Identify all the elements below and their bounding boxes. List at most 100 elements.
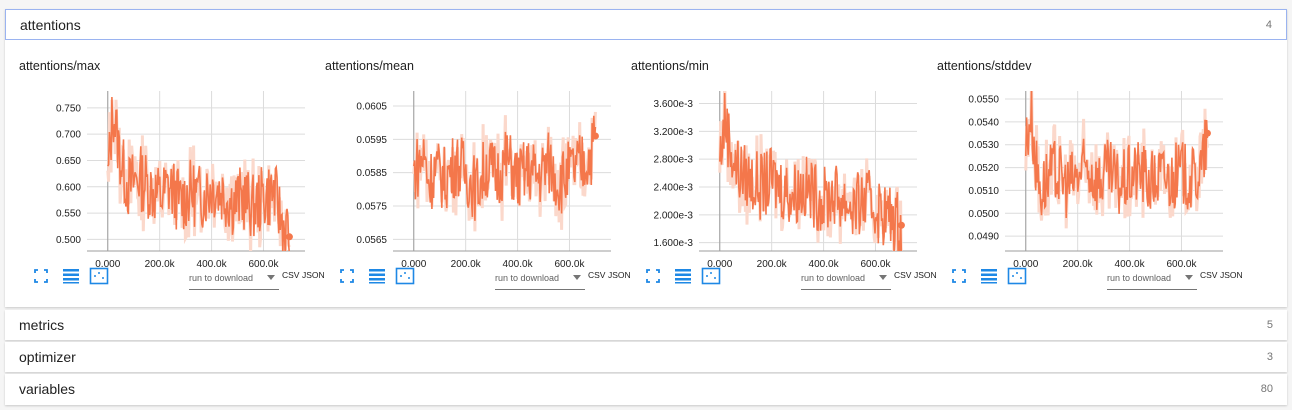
chart-card-max: attentions/max 0.000 200.0k 400.0k 600.0k 0.… <box>19 49 325 309</box>
x-tick-label: 600.0k <box>248 259 279 267</box>
csv-download-link[interactable]: CSV <box>1200 270 1218 280</box>
run-select-value: run to download <box>495 273 560 283</box>
x-tick-label: 0.000 <box>95 259 120 267</box>
series-end-point <box>897 221 905 229</box>
x-tick-label: 400.0k <box>503 259 534 267</box>
series-line <box>107 96 290 251</box>
run-to-download-select[interactable]: run to download <box>801 273 891 290</box>
chart-toolbar: run to download CSV JSON <box>337 267 637 297</box>
x-tick-label: 200.0k <box>451 259 482 267</box>
section-header-metrics[interactable]: metrics 5 <box>5 310 1287 340</box>
run-select-value: run to download <box>801 273 866 283</box>
section-title: variables <box>19 381 76 397</box>
chart-title: attentions/max <box>19 59 101 73</box>
lines-icon[interactable] <box>673 267 693 285</box>
chart-title: attentions/stddev <box>937 59 1032 73</box>
x-tick-label: 200.0k <box>145 259 176 267</box>
y-tick-label: 0.0550 <box>968 95 999 106</box>
y-tick-label: 0.750 <box>56 103 81 114</box>
fullscreen-icon[interactable] <box>337 267 357 285</box>
chart-card-min: attentions/min 0.000 200.0k 400.0k 600.0k 3.… <box>631 49 937 309</box>
chart-title: attentions/mean <box>325 59 414 73</box>
y-tick-label: 2.400e-3 <box>654 183 694 194</box>
chart-toolbar: run to download CSV JSON <box>31 267 331 297</box>
x-tick-label: 600.0k <box>860 259 891 267</box>
y-tick-label: 0.600 <box>56 182 81 193</box>
section-variables: variables 80 <box>5 374 1287 405</box>
json-download-link[interactable]: JSON <box>1220 270 1243 280</box>
y-tick-label: 0.0585 <box>356 168 387 179</box>
fullscreen-icon[interactable] <box>643 267 663 285</box>
x-tick-label: 0.000 <box>401 259 426 267</box>
series-end-point <box>591 132 599 140</box>
chevron-down-icon <box>267 275 275 280</box>
chevron-down-icon <box>573 275 581 280</box>
run-to-download-select[interactable]: run to download <box>189 273 279 290</box>
chart-svg[interactable]: 0.000 200.0k 400.0k 600.0k 0.0550 0.0540 0.053… <box>937 77 1237 267</box>
section-header-variables[interactable]: variables 80 <box>5 374 1287 404</box>
y-tick-label: 2.000e-3 <box>654 210 694 221</box>
x-tick-label: 400.0k <box>197 259 228 267</box>
chevron-down-icon <box>879 275 887 280</box>
section-title: metrics <box>19 317 65 333</box>
section-title: optimizer <box>19 349 76 365</box>
chart-svg[interactable]: 0.000 200.0k 400.0k 600.0k 0.750 0.700 0.650 0.… <box>19 77 319 267</box>
fullscreen-icon[interactable] <box>949 267 969 285</box>
series-end-point <box>1203 129 1211 137</box>
fit-domain-icon[interactable] <box>89 267 109 285</box>
y-tick-label: 0.0540 <box>968 117 999 128</box>
run-to-download-select[interactable]: run to download <box>1107 273 1197 290</box>
x-tick-label: 400.0k <box>1115 259 1146 267</box>
series-line <box>413 115 597 221</box>
y-tick-label: 0.500 <box>56 235 81 246</box>
chart-card-stddev: attentions/stddev 0.000 200.0k 400.0k 600.0… <box>937 49 1243 309</box>
chart-card-mean: attentions/mean 0.000 200.0k 400.0k 600.0k 0… <box>325 49 631 309</box>
section-attentions: attentions 4 attentions/max 0.000 200.0k 4… <box>5 9 1287 307</box>
fullscreen-icon[interactable] <box>31 267 51 285</box>
chart-svg[interactable]: 0.000 200.0k 400.0k 600.0k 0.0605 0.0595 0.058… <box>325 77 625 267</box>
lines-icon[interactable] <box>979 267 999 285</box>
y-tick-label: 0.550 <box>56 209 81 220</box>
x-tick-label: 600.0k <box>1166 259 1197 267</box>
section-header-attentions[interactable]: attentions 4 <box>5 9 1287 40</box>
run-to-download-select[interactable]: run to download <box>495 273 585 290</box>
x-tick-label: 0.000 <box>707 259 732 267</box>
series-line <box>719 92 903 251</box>
series-line <box>1025 91 1209 219</box>
section-count: 80 <box>1260 383 1273 395</box>
chart-title: attentions/min <box>631 59 709 73</box>
section-count: 3 <box>1266 351 1273 363</box>
y-tick-label: 0.700 <box>56 130 81 141</box>
section-optimizer: optimizer 3 <box>5 342 1287 372</box>
y-tick-label: 0.650 <box>56 156 81 167</box>
fit-domain-icon[interactable] <box>395 267 415 285</box>
section-count: 5 <box>1266 319 1273 331</box>
chart-svg[interactable]: 0.000 200.0k 400.0k 600.0k 3.600e-3 3.200e-3 2… <box>631 77 931 267</box>
x-tick-label: 200.0k <box>757 259 788 267</box>
fit-domain-icon[interactable] <box>1007 267 1027 285</box>
csv-download-link[interactable]: CSV <box>282 270 300 280</box>
y-tick-label: 0.0530 <box>968 140 999 151</box>
y-tick-label: 2.800e-3 <box>654 155 694 166</box>
csv-download-link[interactable]: CSV <box>894 270 912 280</box>
series-end-point <box>285 233 293 241</box>
json-download-link[interactable]: JSON <box>302 270 325 280</box>
section-count: 4 <box>1265 18 1272 31</box>
lines-icon[interactable] <box>61 267 81 285</box>
lines-icon[interactable] <box>367 267 387 285</box>
y-tick-label: 1.600e-3 <box>654 238 694 249</box>
section-header-optimizer[interactable]: optimizer 3 <box>5 342 1287 372</box>
y-tick-label: 0.0490 <box>968 232 999 243</box>
y-tick-label: 3.600e-3 <box>654 99 694 110</box>
x-tick-label: 0.000 <box>1013 259 1038 267</box>
csv-download-link[interactable]: CSV <box>588 270 606 280</box>
fit-domain-icon[interactable] <box>701 267 721 285</box>
json-download-link[interactable]: JSON <box>914 270 937 280</box>
x-tick-label: 600.0k <box>554 259 585 267</box>
y-tick-label: 0.0575 <box>356 202 387 213</box>
section-metrics: metrics 5 <box>5 310 1287 340</box>
x-tick-label: 200.0k <box>1063 259 1094 267</box>
run-select-value: run to download <box>1107 273 1172 283</box>
json-download-link[interactable]: JSON <box>608 270 631 280</box>
chart-toolbar: run to download CSV JSON <box>643 267 943 297</box>
